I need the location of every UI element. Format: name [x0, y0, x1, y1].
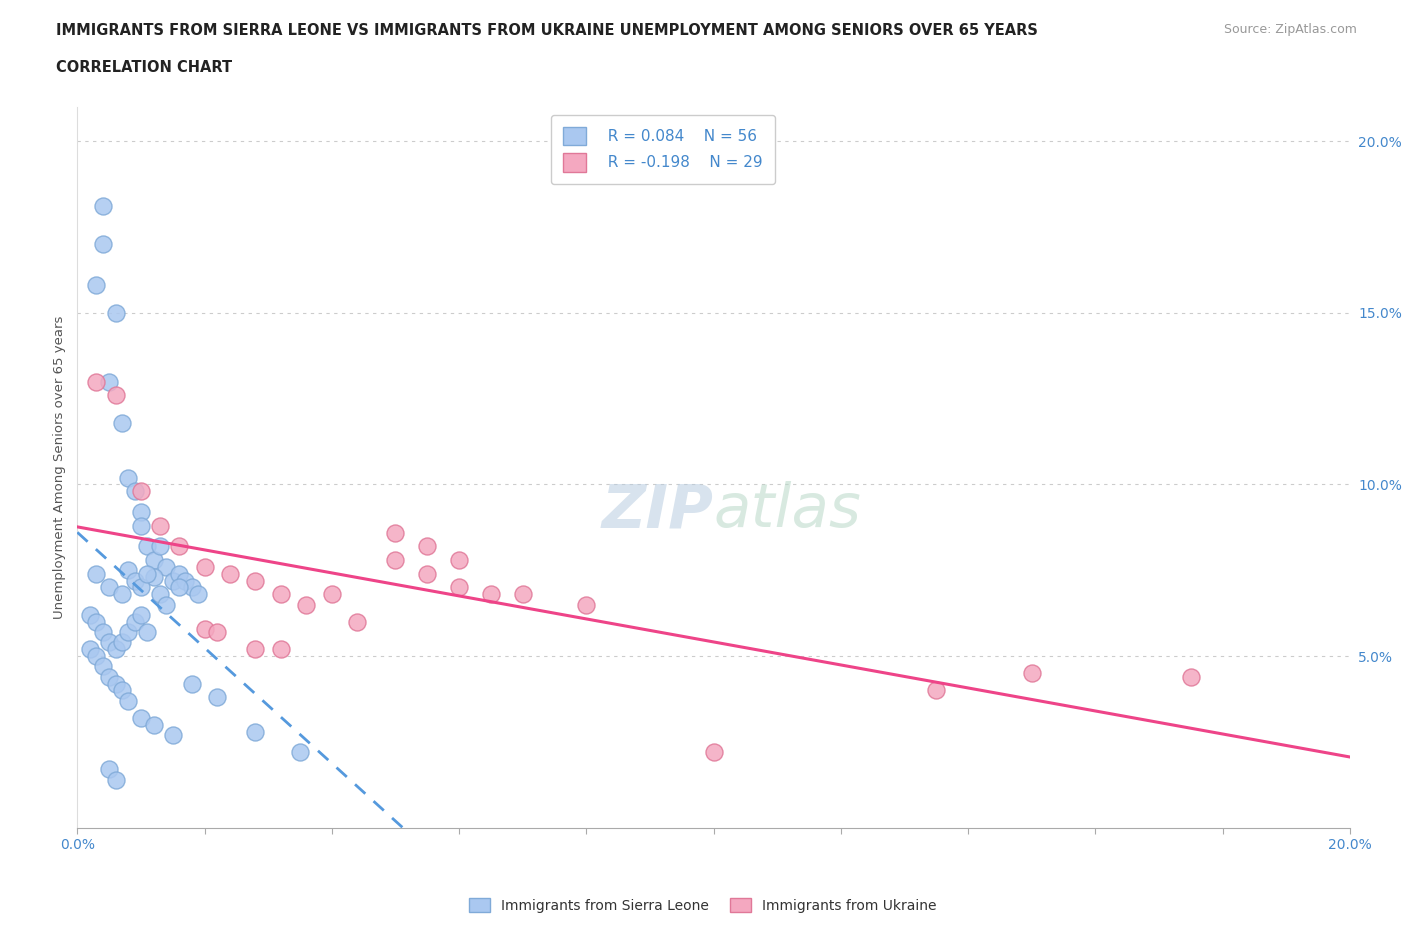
Point: [512, 587, 534, 602]
Text: IMMIGRANTS FROM SIERRA LEONE VS IMMIGRANTS FROM UKRAINE UNEMPLOYMENT AMONG SENIO: IMMIGRANTS FROM SIERRA LEONE VS IMMIGRAN…: [56, 23, 1038, 38]
Point: [187, 587, 209, 602]
Point: [449, 580, 471, 595]
Point: [703, 745, 725, 760]
Point: [162, 727, 184, 742]
Point: [98, 374, 121, 389]
Text: ZIP: ZIP: [602, 481, 714, 540]
Point: [207, 690, 229, 705]
Point: [136, 566, 159, 581]
Point: [91, 237, 114, 252]
Point: [180, 676, 202, 691]
Point: [384, 552, 406, 567]
Point: [91, 199, 114, 214]
Point: [194, 560, 217, 575]
Point: [117, 625, 139, 640]
Point: [449, 552, 471, 567]
Point: [124, 615, 146, 630]
Point: [79, 642, 101, 657]
Point: [104, 772, 127, 787]
Point: [180, 580, 202, 595]
Point: [104, 676, 127, 691]
Point: [111, 587, 134, 602]
Point: [111, 635, 134, 650]
Point: [136, 625, 159, 640]
Point: [98, 762, 121, 777]
Point: [124, 573, 146, 588]
Point: [149, 538, 172, 553]
Point: [162, 573, 184, 588]
Point: [129, 607, 152, 622]
Point: [104, 305, 127, 320]
Point: [117, 693, 139, 708]
Point: [167, 538, 190, 553]
Point: [86, 278, 108, 293]
Point: [384, 525, 406, 540]
Point: [288, 745, 311, 760]
Point: [346, 615, 368, 630]
Point: [245, 642, 267, 657]
Point: [79, 607, 101, 622]
Point: [167, 566, 190, 581]
Point: [98, 580, 121, 595]
Point: [86, 648, 108, 663]
Point: [167, 580, 190, 595]
Point: [174, 573, 197, 588]
Legend: Immigrants from Sierra Leone, Immigrants from Ukraine: Immigrants from Sierra Leone, Immigrants…: [464, 893, 942, 919]
Y-axis label: Unemployment Among Seniors over 65 years: Unemployment Among Seniors over 65 years: [53, 315, 66, 619]
Point: [149, 587, 172, 602]
Point: [479, 587, 502, 602]
Point: [129, 504, 152, 519]
Text: atlas: atlas: [714, 481, 862, 540]
Point: [117, 563, 139, 578]
Point: [925, 683, 948, 698]
Point: [270, 587, 292, 602]
Point: [91, 659, 114, 674]
Point: [129, 711, 152, 725]
Point: [295, 597, 318, 612]
Point: [86, 615, 108, 630]
Point: [117, 471, 139, 485]
Point: [86, 374, 108, 389]
Point: [194, 621, 217, 636]
Point: [219, 566, 242, 581]
Text: Source: ZipAtlas.com: Source: ZipAtlas.com: [1223, 23, 1357, 36]
Point: [136, 538, 159, 553]
Point: [129, 580, 152, 595]
Point: [245, 724, 267, 739]
Point: [1180, 670, 1202, 684]
Point: [270, 642, 292, 657]
Point: [149, 518, 172, 533]
Point: [321, 587, 343, 602]
Point: [155, 597, 177, 612]
Legend:   R = 0.084    N = 56,   R = -0.198    N = 29: R = 0.084 N = 56, R = -0.198 N = 29: [551, 114, 775, 184]
Point: [416, 566, 439, 581]
Point: [98, 670, 121, 684]
Point: [245, 573, 267, 588]
Point: [207, 625, 229, 640]
Point: [1021, 666, 1043, 681]
Point: [142, 552, 165, 567]
Point: [104, 388, 127, 403]
Text: CORRELATION CHART: CORRELATION CHART: [56, 60, 232, 75]
Point: [129, 518, 152, 533]
Point: [129, 484, 152, 498]
Point: [98, 635, 121, 650]
Point: [111, 683, 134, 698]
Point: [575, 597, 598, 612]
Point: [111, 416, 134, 431]
Point: [104, 642, 127, 657]
Point: [142, 570, 165, 585]
Point: [91, 625, 114, 640]
Point: [86, 566, 108, 581]
Point: [155, 560, 177, 575]
Point: [142, 717, 165, 732]
Point: [416, 538, 439, 553]
Point: [124, 484, 146, 498]
